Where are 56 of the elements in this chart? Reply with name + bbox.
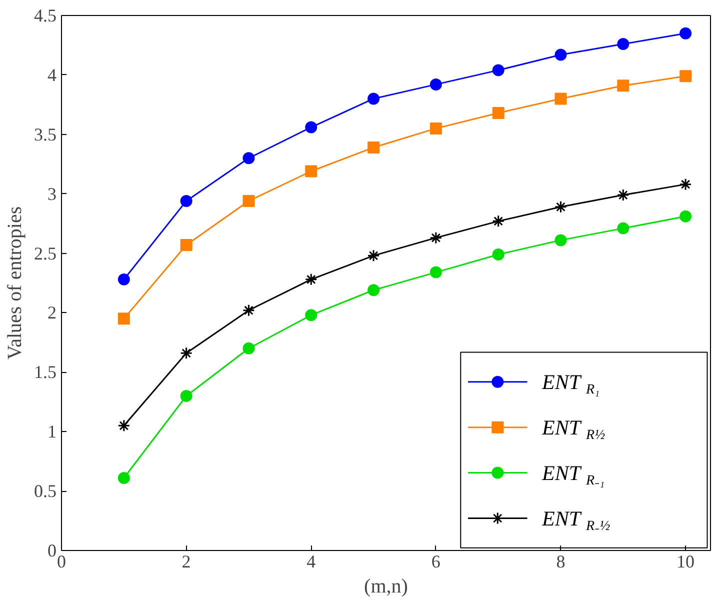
- y-tick-label: 3.5: [34, 124, 56, 144]
- x-tick-label: 6: [431, 552, 440, 572]
- point: [430, 266, 442, 278]
- point: [118, 273, 130, 286]
- y-tick-label: 4: [48, 64, 56, 85]
- y-tick-label: 3: [48, 184, 56, 204]
- point: [554, 92, 567, 105]
- point: [554, 234, 567, 246]
- point: [492, 248, 504, 260]
- point: [617, 80, 630, 92]
- point: [242, 304, 255, 317]
- point: [368, 284, 380, 296]
- y-tick-label: 1: [48, 422, 56, 442]
- y-tick-label: 4.5: [34, 6, 56, 26]
- point: [180, 194, 192, 207]
- point: [430, 232, 442, 244]
- point: [180, 238, 192, 251]
- point: [680, 27, 692, 40]
- point: [492, 106, 504, 119]
- point: [679, 178, 692, 191]
- point: [180, 390, 192, 402]
- point: [118, 312, 130, 325]
- y-axis-title: Values of entropies: [4, 206, 26, 360]
- point: [305, 121, 318, 134]
- point: [430, 78, 442, 90]
- point: [118, 472, 130, 484]
- point: [242, 342, 255, 354]
- y-tick-label: 1.5: [34, 362, 56, 382]
- point: [368, 92, 380, 105]
- point: [242, 152, 255, 164]
- point: [430, 122, 442, 134]
- point: [554, 200, 567, 214]
- point: [305, 165, 318, 178]
- y-tick-label: 0.5: [34, 481, 56, 502]
- point: [680, 210, 692, 222]
- x-tick-label: 10: [676, 552, 695, 572]
- x-tick-label: 8: [556, 552, 566, 572]
- x-tick-label: 4: [306, 552, 316, 572]
- point: [305, 309, 318, 322]
- point: [616, 188, 630, 202]
- point: [368, 141, 380, 154]
- point: [242, 194, 255, 207]
- point: [680, 70, 692, 82]
- y-tick-label: 2.5: [34, 243, 56, 264]
- point: [492, 214, 505, 228]
- point: [617, 38, 630, 50]
- point: [617, 222, 630, 234]
- point: [367, 249, 380, 262]
- x-tick-label: 2: [182, 552, 191, 572]
- point: [304, 273, 318, 286]
- point: [180, 346, 193, 360]
- point: [554, 48, 567, 61]
- point: [492, 64, 504, 76]
- point: [118, 419, 130, 432]
- x-axis-title: (m,n): [364, 576, 408, 598]
- y-tick-label: 2: [48, 302, 56, 323]
